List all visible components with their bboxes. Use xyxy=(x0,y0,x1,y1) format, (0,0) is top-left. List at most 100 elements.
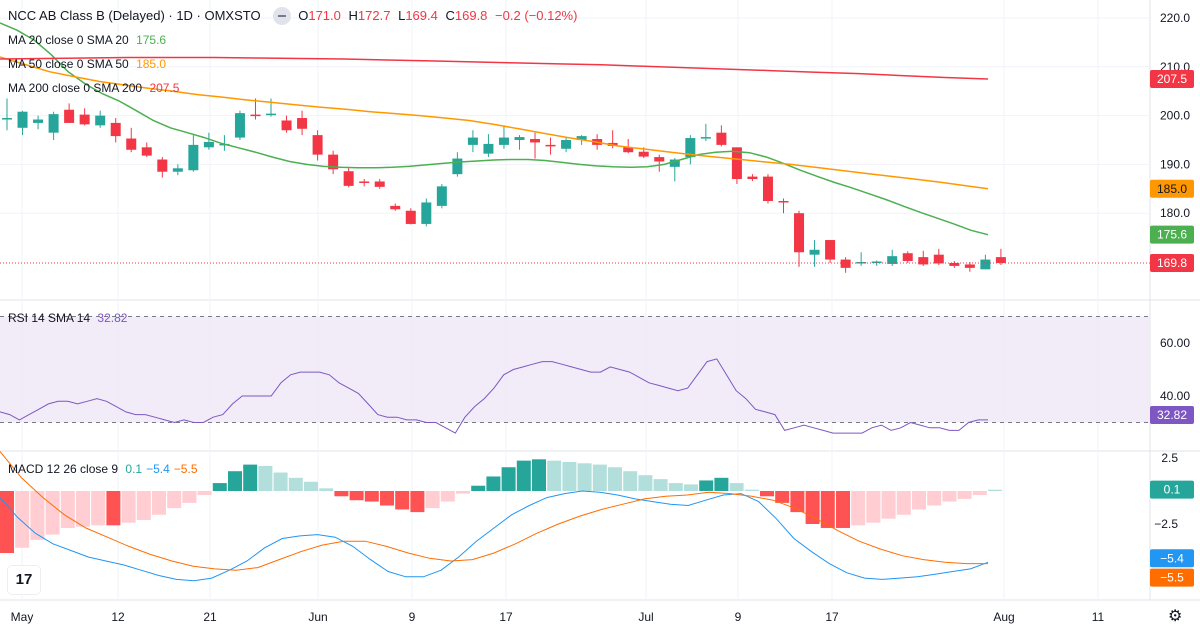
macd-histogram-bar xyxy=(820,491,835,528)
candle xyxy=(17,110,28,136)
macd-histogram-bar xyxy=(380,491,394,506)
tradingview-logo[interactable]: 17 xyxy=(8,566,40,594)
macd-histogram-bar xyxy=(30,491,45,540)
candle xyxy=(188,135,199,172)
candle xyxy=(623,139,634,154)
candle xyxy=(949,261,960,268)
candle-body xyxy=(266,113,277,116)
macd-line-tag: −5.4 xyxy=(1150,549,1194,568)
macd-histogram-bar xyxy=(927,491,942,506)
macd-histogram-bar xyxy=(167,491,182,509)
macd-histogram-bar xyxy=(972,491,987,495)
candle xyxy=(79,108,90,126)
candle-body xyxy=(79,114,90,125)
candle-body xyxy=(638,151,649,157)
candle-body xyxy=(390,205,401,210)
candle xyxy=(483,134,494,158)
candle-body xyxy=(669,159,680,167)
candle-body xyxy=(110,122,121,137)
last-price-tag: 169.8 xyxy=(1150,253,1194,272)
candle-body xyxy=(964,264,975,268)
macd-histogram-bar xyxy=(851,491,866,526)
candle-body xyxy=(933,254,944,264)
time-tick-label: Jun xyxy=(308,610,327,624)
candle-body xyxy=(421,202,432,224)
macd-histogram-bar xyxy=(243,464,258,491)
price-tag-label: −5.5 xyxy=(1160,571,1184,585)
candle-body xyxy=(918,257,929,265)
candle-body xyxy=(840,259,851,268)
candle-body xyxy=(157,159,168,172)
candle xyxy=(405,208,416,225)
macd-histogram-bar xyxy=(410,491,425,513)
candle xyxy=(234,110,245,140)
gear-icon[interactable]: ⚙ xyxy=(1168,608,1183,625)
macd-histogram-bar xyxy=(896,491,911,515)
rsi-tick-label: 40.00 xyxy=(1160,389,1190,403)
rsi-legend[interactable]: RSI 14 SMA 14 32.82 xyxy=(8,311,128,325)
ma200-price-tag: 207.5 xyxy=(1150,70,1194,88)
change-value: −0.2 (−0.12%) xyxy=(495,8,578,24)
candle-body xyxy=(312,135,323,155)
candle-body xyxy=(436,186,447,206)
candle xyxy=(731,147,742,184)
candle xyxy=(64,103,75,123)
candle-body xyxy=(281,120,292,131)
ma200-value: 207.5 xyxy=(149,81,180,95)
ma20-legend[interactable]: MA 20 close 0 SMA 20 175.6 xyxy=(8,33,167,47)
macd-histogram-bar xyxy=(942,491,957,502)
candle-body xyxy=(141,147,152,156)
candle-body xyxy=(514,137,525,140)
rsi-value-tag: 32.82 xyxy=(1150,406,1194,425)
rsi-value: 32.82 xyxy=(97,311,128,325)
macd-histogram-bar xyxy=(106,491,121,526)
macd-histogram-bar xyxy=(638,475,653,491)
ma200-legend[interactable]: MA 200 close 0 SMA 200 207.5 xyxy=(8,81,180,95)
price-tick-label: 190.0 xyxy=(1160,157,1190,171)
candle-body xyxy=(778,201,789,203)
macd-histogram-bar xyxy=(623,471,638,491)
macd-histogram-bar xyxy=(988,489,1002,491)
candle xyxy=(794,210,805,267)
time-tick-label: 9 xyxy=(735,610,742,624)
price-tag-background xyxy=(1150,70,1194,88)
macd-histogram-bar xyxy=(775,491,790,503)
candle xyxy=(390,203,401,211)
high-value: 172.7 xyxy=(357,8,391,24)
high-label: H xyxy=(348,8,358,24)
ma50-legend[interactable]: MA 50 close 0 SMA 50 185.0 xyxy=(8,57,167,71)
ma200-line xyxy=(0,56,989,80)
macd-histogram-bar xyxy=(456,491,470,494)
candle-body xyxy=(467,137,478,145)
macd-histogram-bar xyxy=(121,491,136,523)
candle-body xyxy=(731,147,742,180)
candle-body xyxy=(949,262,960,266)
candle xyxy=(995,248,1006,265)
macd-histogram-bar xyxy=(319,488,334,491)
candle xyxy=(825,240,836,263)
symbol-title[interactable]: NCC AB Class B (Delayed) · 1D · OMXSTO xyxy=(8,8,261,24)
candle-body xyxy=(359,181,370,183)
macd-histogram-bar xyxy=(15,491,30,548)
candle-body xyxy=(405,210,416,224)
candle-body xyxy=(483,143,494,154)
macd-histogram-bar xyxy=(790,491,805,513)
candle-body xyxy=(48,114,59,133)
candle xyxy=(203,132,214,150)
candle xyxy=(343,166,354,188)
macd-histogram-bar xyxy=(349,491,364,501)
candle-body xyxy=(561,140,572,149)
candle-body xyxy=(343,171,354,186)
price-tag-label: 175.6 xyxy=(1157,228,1187,242)
candle xyxy=(467,130,478,153)
candle xyxy=(421,198,432,227)
candle-body xyxy=(2,118,12,120)
macd-histogram-bar xyxy=(273,472,288,491)
eye-icon[interactable] xyxy=(272,7,291,25)
macd-legend[interactable]: MACD 12 26 close 9 0.1 −5.4 −5.5 xyxy=(8,462,198,476)
macd-hist-value: 0.1 xyxy=(125,462,143,476)
price-tag-label: 169.8 xyxy=(1157,256,1187,270)
price-tag-label: 32.82 xyxy=(1157,408,1187,422)
rsi-band xyxy=(0,316,1150,423)
